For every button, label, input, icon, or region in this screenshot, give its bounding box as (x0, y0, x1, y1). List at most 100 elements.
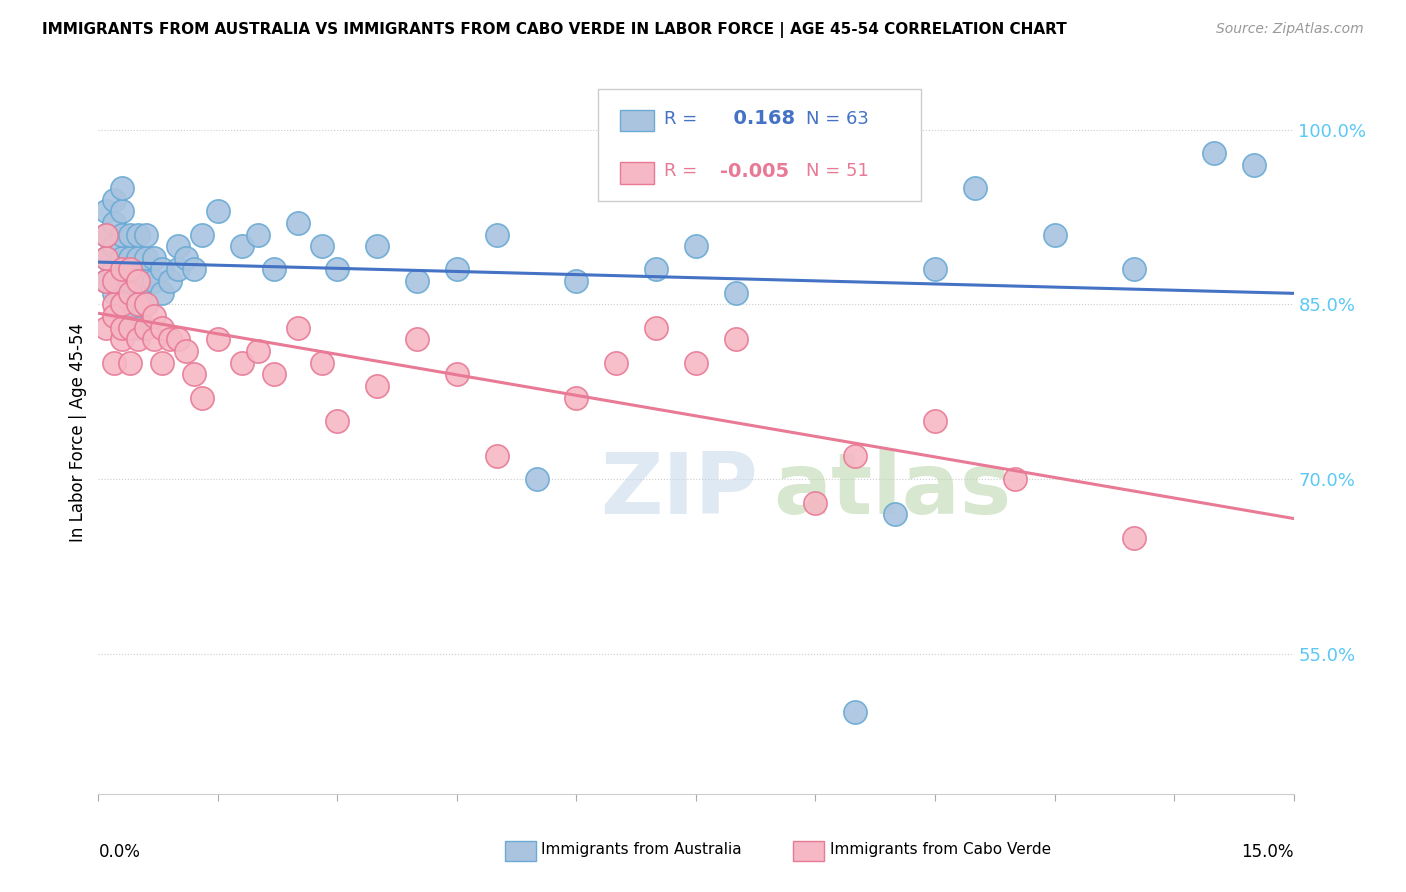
Text: ZIP: ZIP (600, 449, 758, 532)
Point (96, 274, 118, 288)
Point (120, 320, 142, 334)
Point (207, 332, 229, 346)
Point (120, 251, 142, 265)
Text: Source: ZipAtlas.com: Source: ZipAtlas.com (1216, 22, 1364, 37)
Point (135, 297, 157, 311)
Point (103, 239, 125, 253)
Point (143, 332, 166, 346)
Point (135, 297, 157, 311)
Point (645, 320, 668, 334)
Point (120, 227, 142, 242)
Point (326, 414, 349, 428)
Point (183, 368, 205, 382)
Point (263, 368, 285, 382)
Point (159, 274, 181, 288)
Point (565, 274, 588, 288)
Point (406, 332, 429, 346)
Point (103, 193, 125, 207)
Point (143, 251, 166, 265)
Point (1202, 145, 1225, 160)
Point (103, 285, 125, 300)
Point (96, 320, 118, 334)
Point (246, 344, 269, 359)
Point (127, 332, 149, 346)
Point (120, 262, 142, 277)
Point (111, 297, 134, 311)
Text: Immigrants from Cabo Verde: Immigrants from Cabo Verde (830, 842, 1050, 856)
Point (207, 204, 229, 219)
Point (406, 274, 429, 288)
Point (150, 262, 173, 277)
Point (127, 227, 149, 242)
Point (685, 239, 707, 253)
Point (127, 320, 149, 334)
Point (174, 344, 197, 359)
Point (127, 274, 149, 288)
Point (1043, 227, 1066, 242)
Text: 0.168: 0.168 (720, 109, 794, 128)
Point (135, 274, 157, 288)
Point (120, 285, 142, 300)
Point (127, 251, 149, 265)
Point (111, 320, 134, 334)
Text: 15.0%: 15.0% (1241, 843, 1294, 861)
Point (605, 356, 627, 370)
Point (1243, 158, 1265, 172)
Point (446, 368, 468, 382)
Text: Immigrants from Australia: Immigrants from Australia (541, 842, 742, 856)
Point (167, 262, 190, 277)
Point (526, 472, 548, 486)
Point (111, 274, 134, 288)
Point (191, 391, 214, 405)
Point (326, 262, 349, 277)
Text: N = 63: N = 63 (806, 110, 869, 128)
Point (1123, 531, 1146, 545)
Point (645, 262, 668, 277)
Point (111, 251, 134, 265)
Point (844, 449, 866, 463)
Point (287, 216, 309, 230)
Point (103, 309, 125, 323)
Point (366, 239, 388, 253)
Point (446, 262, 468, 277)
Point (724, 332, 747, 346)
Text: N = 51: N = 51 (806, 162, 869, 180)
Point (120, 274, 142, 288)
Point (685, 356, 707, 370)
Point (167, 239, 190, 253)
Point (1123, 262, 1146, 277)
Point (366, 379, 388, 393)
Text: atlas: atlas (773, 449, 1012, 532)
Point (143, 309, 166, 323)
Point (724, 285, 747, 300)
Point (111, 227, 134, 242)
Point (183, 262, 205, 277)
Point (150, 320, 173, 334)
Point (103, 216, 125, 230)
Point (231, 356, 253, 370)
Point (103, 274, 125, 288)
Point (111, 204, 134, 219)
Point (135, 320, 157, 334)
Point (96, 227, 118, 242)
Point (311, 356, 333, 370)
Point (311, 239, 333, 253)
Point (167, 332, 190, 346)
Point (127, 297, 149, 311)
Point (111, 181, 134, 195)
Point (103, 262, 125, 277)
Point (1004, 472, 1026, 486)
Point (287, 320, 309, 334)
Point (565, 391, 588, 405)
Point (111, 262, 134, 277)
Point (120, 356, 142, 370)
Point (844, 706, 866, 720)
Point (924, 414, 946, 428)
Point (103, 297, 125, 311)
Point (804, 495, 827, 509)
Point (135, 227, 157, 242)
Point (963, 181, 986, 195)
Point (150, 285, 173, 300)
Point (96, 204, 118, 219)
Point (485, 227, 508, 242)
